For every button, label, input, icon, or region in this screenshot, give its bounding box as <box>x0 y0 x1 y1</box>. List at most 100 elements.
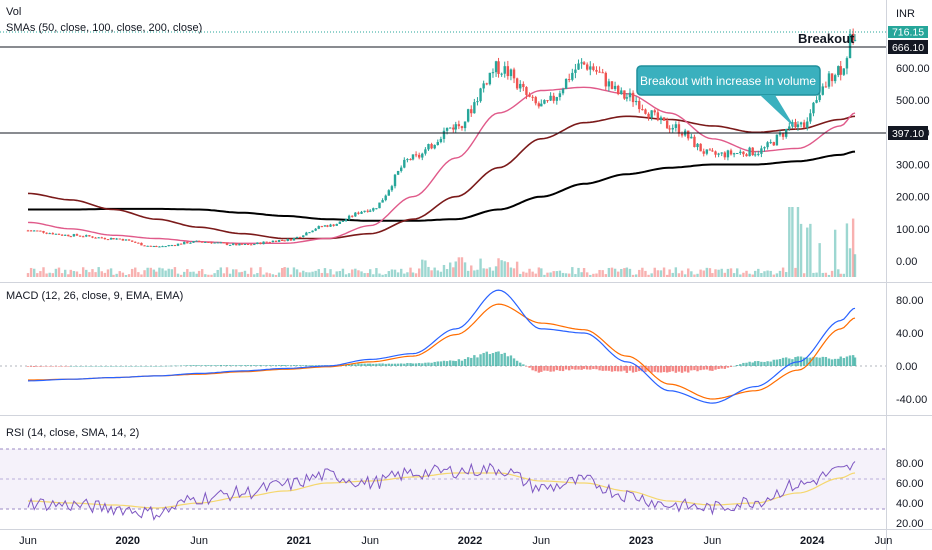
candle-body <box>192 241 195 243</box>
macd-hist-bar <box>124 366 128 367</box>
candle-body <box>463 121 467 129</box>
macd-hist-bar <box>158 365 161 367</box>
candle-body <box>363 210 366 212</box>
candle-body <box>604 72 607 87</box>
volume-bar <box>775 273 779 277</box>
macd-hist-bar <box>201 365 204 366</box>
candle-body <box>848 33 852 59</box>
volume-bar <box>112 274 115 277</box>
macd-hist-bar <box>311 365 314 366</box>
candle-body <box>448 127 452 129</box>
candle-body <box>167 245 170 247</box>
volume-bar <box>396 272 400 277</box>
candle-body <box>494 61 498 73</box>
volume-bar <box>179 274 183 277</box>
candle-body <box>812 102 815 114</box>
candle-body <box>809 113 812 122</box>
candle-body <box>155 246 158 248</box>
candle-body <box>216 242 219 244</box>
macd-hist-bar <box>360 363 363 366</box>
candle-body <box>757 153 760 155</box>
candle-body <box>433 144 436 149</box>
candle-body <box>268 242 271 244</box>
macd-hist-bar <box>677 366 681 372</box>
macd-hist-bar <box>784 357 788 366</box>
macd-hist-bar <box>851 355 855 366</box>
volume-bar <box>577 267 580 277</box>
volume-bar <box>732 273 736 277</box>
volume-bar <box>668 269 671 277</box>
volume-bar <box>204 274 207 277</box>
volume-bar <box>723 272 727 277</box>
volume-bar <box>659 270 663 277</box>
volume-bar <box>137 272 140 277</box>
volume-bar <box>100 271 103 277</box>
candle-body <box>491 72 495 74</box>
macd-hist-bar <box>839 356 842 366</box>
candle-body <box>357 212 360 214</box>
candle-body <box>671 127 674 130</box>
volume-bar <box>766 270 769 277</box>
candle-body <box>45 232 48 234</box>
volume-bar <box>259 267 262 277</box>
macd-tick-label: 40.00 <box>896 328 924 340</box>
candle-body <box>118 238 121 240</box>
volume-bar <box>253 274 256 277</box>
candle-body <box>57 233 61 235</box>
candle-body <box>696 143 699 148</box>
volume-bar <box>671 272 674 277</box>
volume-bar <box>833 229 837 277</box>
volume-bar <box>806 227 809 277</box>
volume-bar <box>173 267 177 277</box>
candle-body <box>295 236 299 239</box>
volume-bar <box>75 271 79 277</box>
volume-bar <box>549 272 552 277</box>
macd-hist-bar <box>39 366 42 367</box>
macd-hist-bar <box>546 366 549 371</box>
volume-bar <box>561 272 565 277</box>
candle-body <box>833 75 837 82</box>
macd-hist-bar <box>824 356 828 366</box>
volume-bar <box>625 267 629 277</box>
macd-hist-bar <box>802 357 806 366</box>
candle-body <box>51 233 54 235</box>
volume-bar <box>421 259 424 277</box>
volume-bar <box>409 267 412 277</box>
volume-bar <box>36 273 39 277</box>
candle-body <box>146 245 149 247</box>
macd-hist-bar <box>317 365 320 366</box>
macd-hist-bar <box>33 366 36 367</box>
candle-body <box>466 109 470 122</box>
volume-bar <box>161 268 164 277</box>
candle-body <box>515 78 519 89</box>
macd-hist-bar <box>564 366 568 370</box>
macd-hist-bar <box>473 355 476 366</box>
candle-body <box>213 242 216 244</box>
candle-body <box>546 100 549 102</box>
volume-bar <box>167 268 170 277</box>
time-tick-label: Jun <box>875 535 893 547</box>
macd-axis: 80.00 40.00 0.00 -40.00 <box>896 295 927 406</box>
volume-bar <box>81 267 85 277</box>
candle-body <box>788 126 791 129</box>
candle-body <box>837 66 840 76</box>
volume-bar <box>494 266 498 277</box>
macd-hist-bar <box>769 361 772 366</box>
macd-hist-bar <box>534 366 537 372</box>
volume-bar <box>821 272 824 277</box>
sma-200-line <box>28 150 856 222</box>
candle-body <box>54 233 58 235</box>
candle-body <box>134 241 137 243</box>
volume-bar <box>210 274 213 277</box>
volume-bar <box>448 262 452 277</box>
macd-hist-bar <box>512 358 516 366</box>
volume-bar <box>799 223 803 277</box>
volume-bar <box>485 268 488 277</box>
macd-hist-bar <box>537 366 541 373</box>
volume-bar <box>778 270 782 277</box>
volume-bar <box>393 269 397 277</box>
macd-hist-bar <box>369 363 372 366</box>
volume-bar <box>763 271 766 277</box>
rsi-ma-line <box>28 472 856 509</box>
price-tick-label: 0.00 <box>896 256 917 268</box>
